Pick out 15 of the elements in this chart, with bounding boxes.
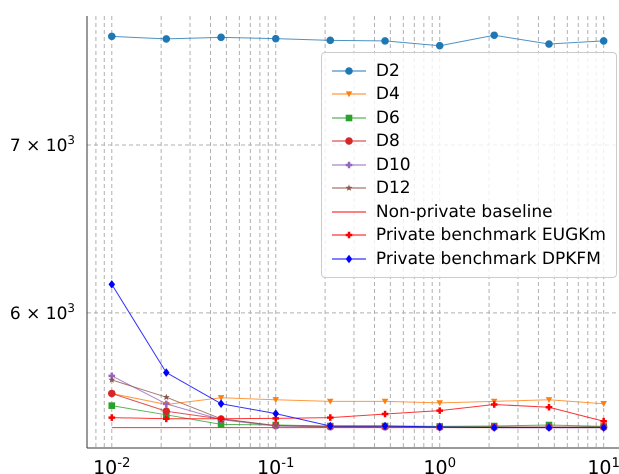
y-tick-label: 6 × 10$^{3}$ <box>10 300 75 324</box>
x-tick-label: 10$^{-1}$ <box>257 456 294 474</box>
legend-label: Private benchmark DPKFM <box>376 248 601 269</box>
legend-label: D2 <box>376 60 400 81</box>
x-tick-label: 10$^{-2}$ <box>93 456 131 474</box>
legend-label: D12 <box>376 178 411 198</box>
legend-label: Private benchmark EUGKm <box>376 225 606 246</box>
legend-label: Non-private baseline <box>376 202 553 222</box>
y-tick-label: 7 × 10$^{3}$ <box>10 132 75 156</box>
x-tick-label: 10$^{0}$ <box>423 456 456 474</box>
legend-label: D10 <box>376 154 411 175</box>
legend-label: D6 <box>376 108 400 128</box>
x-tick-label: 10$^{1}$ <box>587 456 619 474</box>
legend-label: D4 <box>376 84 400 104</box>
legend-label: D8 <box>376 131 400 152</box>
